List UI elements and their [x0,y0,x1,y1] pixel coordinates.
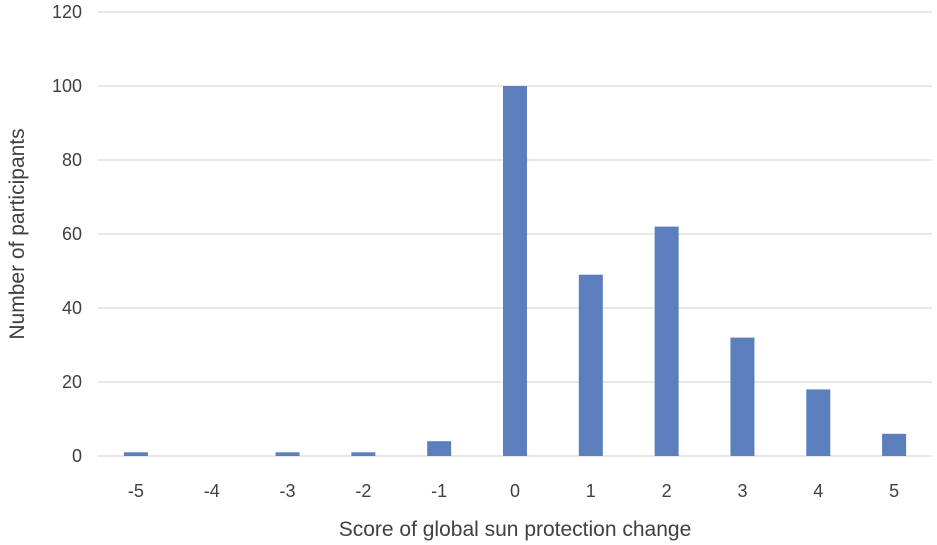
bar [578,274,603,456]
bar [730,337,755,456]
y-tick-label: 40 [62,298,82,318]
y-axis-ticks: 0 20 40 60 80 100 120 [52,2,82,466]
bar [882,433,907,456]
y-tick-label: 80 [62,150,82,170]
x-axis-title: Score of global sun protection change [339,518,692,541]
bar [654,226,679,456]
x-tick-label: 2 [662,481,672,501]
x-tick-label: 3 [737,481,747,501]
x-tick-label: -2 [355,481,371,501]
y-tick-label: 0 [72,446,82,466]
bar [427,441,452,456]
y-tick-label: 120 [52,2,82,22]
bars [123,86,907,456]
x-tick-label: 5 [889,481,899,501]
bar [806,389,831,456]
bar [503,86,527,456]
x-tick-label: 0 [510,481,520,501]
x-tick-label: -4 [204,481,220,501]
bar [275,452,300,456]
y-axis-title: Number of participants [6,128,29,339]
y-tick-label: 20 [62,372,82,392]
bar [351,452,376,456]
x-tick-label: 1 [586,481,596,501]
x-tick-label: -5 [128,481,144,501]
x-tick-label: -3 [280,481,296,501]
x-tick-label: 4 [813,481,823,501]
x-axis-ticks: -5 -4 -3 -2 -1 0 1 2 3 4 5 [128,481,899,501]
y-tick-label: 60 [62,224,82,244]
x-tick-label: -1 [431,481,447,501]
bar [123,452,148,456]
y-tick-label: 100 [52,76,82,96]
